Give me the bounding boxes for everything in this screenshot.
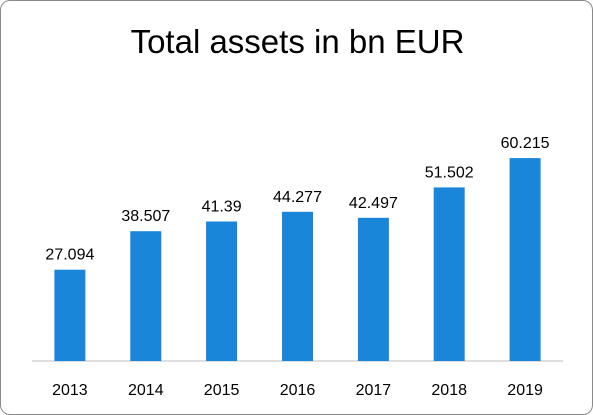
data-label-2015: 41.39 xyxy=(202,199,242,216)
bar-2014 xyxy=(130,231,162,361)
x-tick-label-2019: 2019 xyxy=(507,382,543,399)
data-label-2019: 60.215 xyxy=(501,135,550,152)
x-tick-label-2018: 2018 xyxy=(431,382,467,399)
x-tick-label-2014: 2014 xyxy=(128,382,164,399)
x-tick-label-2016: 2016 xyxy=(280,382,316,399)
data-label-2014: 38.507 xyxy=(121,208,170,225)
bar-2019 xyxy=(509,158,541,361)
data-label-2018: 51.502 xyxy=(425,164,474,181)
x-tick-label-2013: 2013 xyxy=(52,382,88,399)
x-tick-label-2015: 2015 xyxy=(204,382,240,399)
bar-2017 xyxy=(357,217,389,361)
x-tick-label-2017: 2017 xyxy=(356,382,392,399)
data-label-2017: 42.497 xyxy=(349,195,398,212)
bar-2013 xyxy=(54,269,86,361)
bar-2015 xyxy=(206,221,238,361)
data-label-2013: 27.094 xyxy=(45,247,94,264)
bar-2018 xyxy=(433,187,465,361)
chart-title: Total assets in bn EUR xyxy=(130,23,465,60)
bar-2016 xyxy=(282,211,313,361)
data-label-2016: 44.277 xyxy=(273,189,322,206)
